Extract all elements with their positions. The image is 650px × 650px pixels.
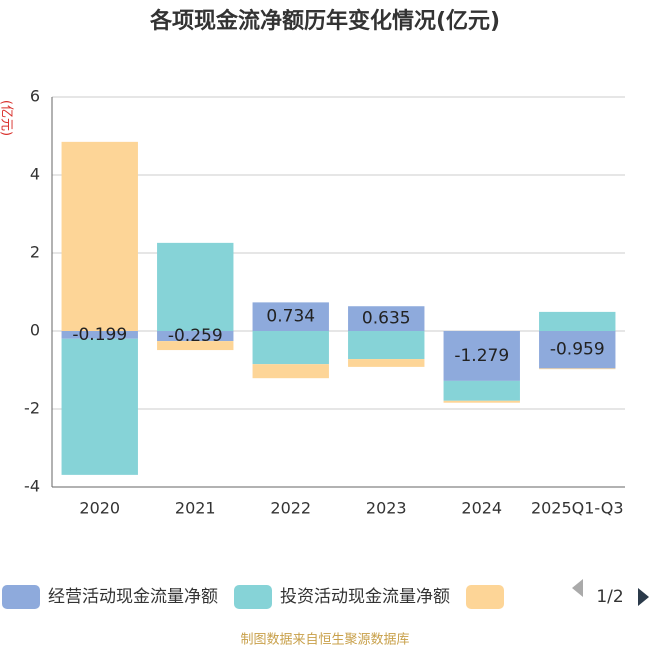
data-label: -0.199 — [72, 325, 127, 345]
source-note: 制图数据来自恒生聚源数据库 — [240, 632, 409, 648]
x-tick-label: 2020 — [79, 499, 120, 518]
y-tick-label: 4 — [30, 165, 40, 184]
bar — [61, 141, 138, 331]
x-tick-label: 2022 — [270, 499, 311, 518]
bar — [252, 331, 329, 365]
legend-next[interactable] — [638, 588, 649, 606]
bar — [443, 331, 520, 381]
bar — [252, 302, 329, 331]
bar — [348, 306, 425, 331]
legend-page: 1/2 — [596, 587, 623, 607]
x-tick-label: 2023 — [366, 499, 407, 518]
data-label: -0.259 — [168, 326, 223, 346]
bar — [157, 331, 234, 342]
bar — [252, 364, 329, 379]
y-tick-label: -4 — [24, 477, 40, 496]
data-label: 0.635 — [362, 309, 411, 329]
data-label: -1.279 — [454, 346, 509, 366]
x-tick-label: 2025Q1-Q3 — [531, 499, 624, 518]
bar — [61, 331, 138, 339]
data-label: 0.734 — [266, 307, 315, 327]
y-tick-label: 0 — [30, 321, 40, 340]
x-tick-label: 2021 — [175, 499, 216, 518]
y-tick-label: -2 — [24, 399, 40, 418]
chart-title: 各项现金流净额历年变化情况(亿元) — [149, 8, 500, 34]
y-tick-label: 6 — [30, 87, 40, 106]
bar — [443, 380, 520, 401]
bar — [539, 331, 616, 369]
bar — [443, 400, 520, 403]
bar — [61, 338, 138, 475]
bar — [157, 242, 234, 331]
legend-label: 经营活动现金流量净额 — [48, 587, 218, 607]
x-tick-label: 2024 — [461, 499, 502, 518]
bar — [348, 359, 425, 367]
y-tick-label: 2 — [30, 243, 40, 262]
bar — [157, 341, 234, 351]
legend-swatch[interactable] — [234, 585, 272, 609]
legend-swatch[interactable] — [2, 585, 40, 609]
legend-swatch[interactable] — [466, 585, 504, 609]
bar — [348, 331, 425, 360]
data-label: -0.959 — [550, 340, 605, 360]
y-axis-label: (亿元) — [0, 100, 14, 136]
legend-label: 投资活动现金流量净额 — [280, 587, 450, 607]
bar — [539, 311, 616, 331]
bar — [539, 368, 616, 370]
legend-prev[interactable] — [572, 579, 583, 597]
